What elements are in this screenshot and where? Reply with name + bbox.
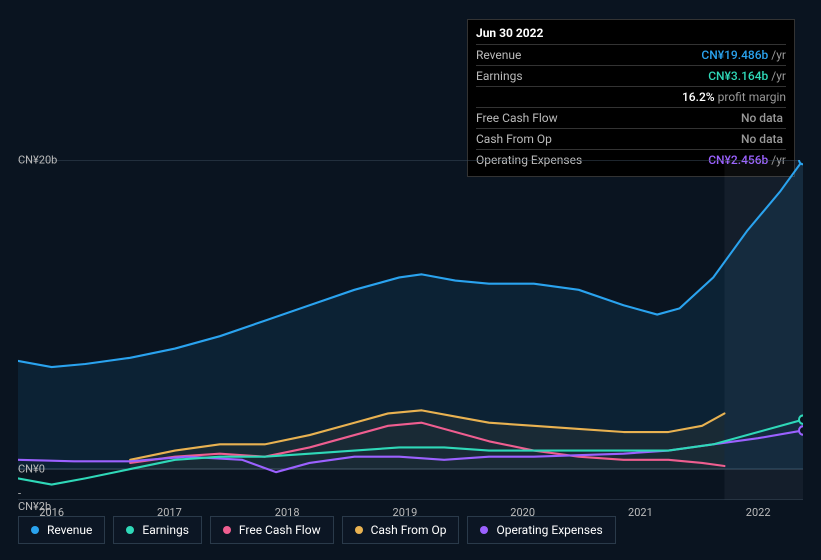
tooltip-row-value: No data <box>741 111 786 125</box>
legend-item-earnings[interactable]: Earnings <box>113 516 202 544</box>
tooltip-row-label: Free Cash Flow <box>476 111 558 125</box>
x-axis-label: 2021 <box>628 506 653 519</box>
legend-swatch <box>223 526 231 534</box>
legend-label: Operating Expenses <box>496 523 602 537</box>
legend-label: Cash From Op <box>371 523 447 537</box>
line-chart[interactable]: CN¥20bCN¥0-CN¥2b 20162017201820192020202… <box>18 160 803 500</box>
legend-item-revenue[interactable]: Revenue <box>18 516 105 544</box>
tooltip-row-label: Earnings <box>476 69 523 83</box>
tooltip-row: Cash From Op No data <box>476 128 786 149</box>
tooltip-row: Earnings CN¥3.164b/yr <box>476 65 786 86</box>
legend-label: Free Cash Flow <box>239 523 321 537</box>
tooltip-row: Revenue CN¥19.486b/yr <box>476 44 786 65</box>
legend-item-cash_from_op[interactable]: Cash From Op <box>342 516 460 544</box>
tooltip-date: Jun 30 2022 <box>476 26 786 40</box>
tooltip-row: 16.2%profit margin <box>476 86 786 107</box>
legend-swatch <box>126 526 134 534</box>
legend-swatch <box>480 526 488 534</box>
tooltip-row-value: CN¥19.486b/yr <box>701 48 786 62</box>
tooltip-row-value: 16.2%profit margin <box>682 90 786 104</box>
tooltip-row-value: CN¥3.164b/yr <box>708 69 786 83</box>
legend-label: Revenue <box>47 523 92 537</box>
chart-svg <box>18 160 803 500</box>
tooltip-row-label: Revenue <box>476 48 521 62</box>
legend-item-free_cash_flow[interactable]: Free Cash Flow <box>210 516 334 544</box>
legend-item-op_exp[interactable]: Operating Expenses <box>467 516 615 544</box>
legend-swatch <box>31 526 39 534</box>
tooltip-row: Free Cash Flow No data <box>476 107 786 128</box>
tooltip-row-label: Cash From Op <box>476 132 552 146</box>
legend-label: Earnings <box>142 523 189 537</box>
legend-swatch <box>355 526 363 534</box>
tooltip-row-value: No data <box>741 132 786 146</box>
chart-legend: Revenue Earnings Free Cash Flow Cash From O… <box>18 516 616 544</box>
financials-chart-panel: Jun 30 2022 Revenue CN¥19.486b/yr Earnings… <box>0 0 821 560</box>
x-axis-label: 2022 <box>746 506 771 519</box>
chart-tooltip: Jun 30 2022 Revenue CN¥19.486b/yr Earnings… <box>467 19 795 177</box>
